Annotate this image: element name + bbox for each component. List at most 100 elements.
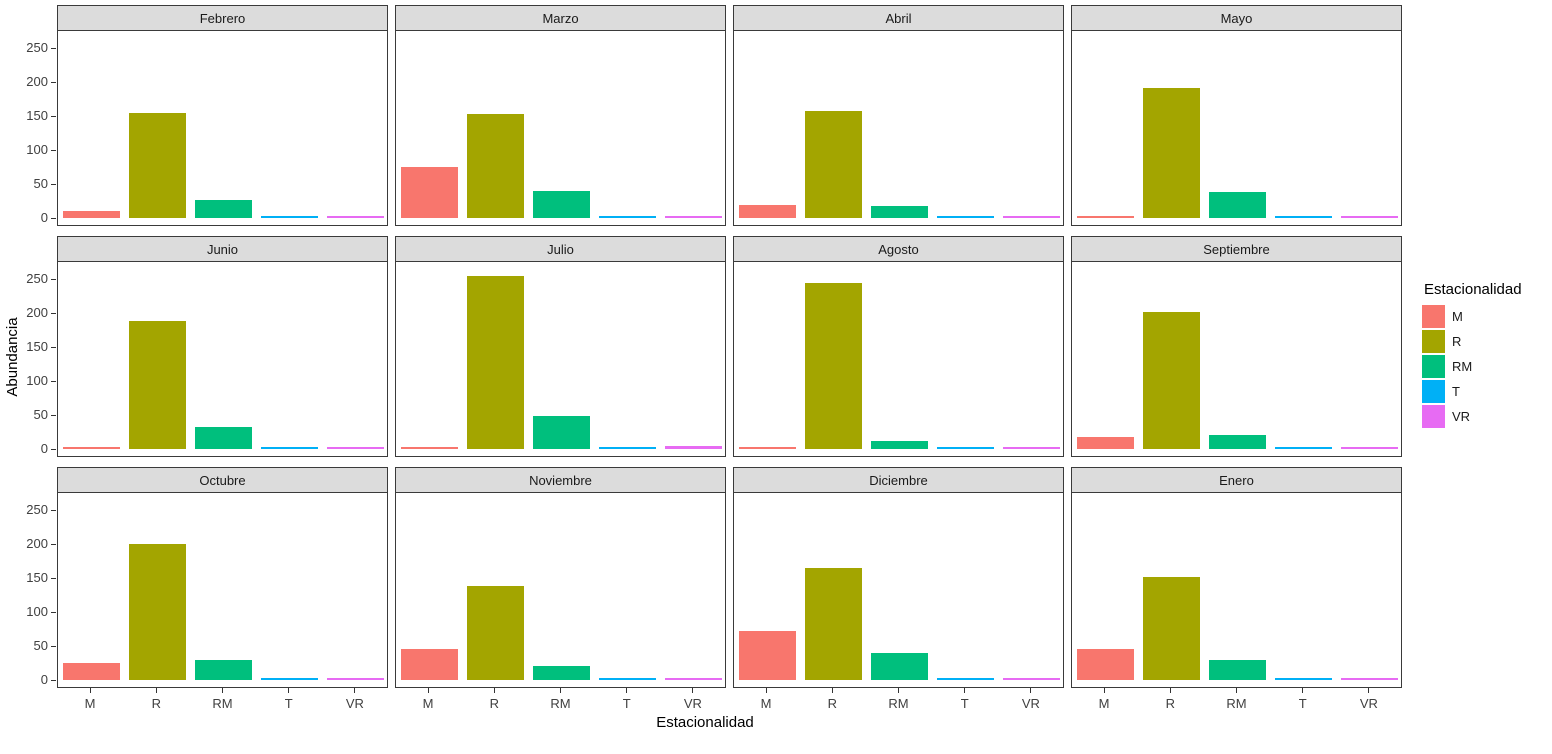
legend-key-swatch: [1422, 355, 1445, 378]
x-tick-label: R: [827, 696, 837, 711]
facet-panel: [57, 30, 388, 226]
bar-T: [937, 678, 995, 680]
facet-strip-title: Mayo: [1220, 10, 1253, 26]
x-tick-mark: [1169, 688, 1171, 693]
facet-marzo: Marzo: [395, 5, 726, 226]
bar-R: [466, 276, 524, 449]
bar-RM: [871, 206, 928, 218]
legend-entry-M: M: [1422, 305, 1522, 328]
x-tick-label: RM: [888, 696, 909, 711]
facet-strip: Enero: [1071, 467, 1402, 493]
x-tick-mark: [1302, 688, 1304, 693]
bar-R: [1142, 88, 1200, 218]
x-tick-label: M: [1098, 696, 1110, 711]
bar-RM: [1209, 659, 1266, 680]
bar-VR: [1003, 678, 1061, 680]
x-axis-title: Estacionalidad: [656, 714, 754, 731]
y-tick-mark: [51, 680, 56, 681]
facet-panel: [733, 30, 1064, 226]
bar-R: [466, 586, 524, 680]
x-tick-mark: [1236, 688, 1237, 693]
x-tick-label: R: [151, 696, 161, 711]
facet-strip-title: Diciembre: [869, 472, 928, 488]
y-tick-mark: [51, 313, 56, 314]
y-tick-mark: [51, 578, 56, 579]
y-tick-mark: [51, 218, 56, 219]
x-tick-mark: [626, 688, 628, 693]
bar-RM: [195, 199, 252, 218]
facet-strip-title: Julio: [547, 241, 574, 257]
bar-RM: [871, 652, 928, 680]
x-tick-label: RM: [550, 696, 571, 711]
facet-septiembre: Septiembre: [1071, 236, 1402, 457]
facet-panel: [1071, 261, 1402, 457]
facet-strip-title: Enero: [1219, 472, 1254, 488]
x-tick-label: R: [489, 696, 499, 711]
bar-R: [1142, 577, 1200, 680]
y-tick-mark: [51, 612, 56, 613]
y-tick-label: 250: [26, 271, 48, 286]
legend-label: RM: [1452, 359, 1473, 374]
y-tick-label: 50: [33, 176, 48, 191]
x-tick-label: VR: [1021, 696, 1040, 711]
bar-VR: [327, 678, 385, 680]
bar-R: [128, 321, 186, 449]
facet-strip-title: Febrero: [199, 10, 246, 26]
bar-VR: [665, 446, 723, 449]
facet-strip: Julio: [395, 236, 726, 262]
x-tick-label: M: [760, 696, 772, 711]
y-tick-mark: [51, 415, 56, 416]
y-tick-label: 150: [26, 570, 48, 585]
bar-T: [261, 216, 319, 218]
facet-julio: Julio: [395, 236, 726, 457]
y-tick-mark: [51, 279, 56, 280]
bar-T: [937, 216, 995, 218]
y-tick-label: 50: [33, 638, 48, 653]
legend-entry-RM: RM: [1422, 355, 1522, 378]
x-tick-label: T: [1298, 696, 1307, 711]
bar-M: [738, 631, 796, 680]
bar-T: [261, 447, 319, 449]
bar-VR: [665, 678, 723, 680]
facet-strip: Diciembre: [733, 467, 1064, 493]
facet-panel: [395, 492, 726, 688]
bar-M: [738, 205, 796, 218]
bar-RM: [1209, 435, 1266, 449]
bar-R: [1142, 311, 1200, 449]
x-tick-mark: [692, 688, 694, 693]
facet-noviembre: Noviembre: [395, 467, 726, 688]
facet-octubre: Octubre: [57, 467, 388, 688]
bar-T: [599, 678, 657, 680]
bar-R: [804, 567, 862, 680]
bar-RM: [533, 415, 590, 449]
bar-M: [1076, 436, 1134, 449]
x-tick-label: R: [1165, 696, 1175, 711]
bar-RM: [195, 659, 252, 680]
facet-panel: [733, 261, 1064, 457]
legend-label: VR: [1452, 409, 1471, 424]
y-tick-label: 0: [40, 441, 48, 456]
bar-T: [599, 216, 657, 218]
facet-panel: [57, 261, 388, 457]
bar-M: [400, 167, 458, 218]
bar-R: [466, 114, 524, 218]
bar-M: [738, 447, 796, 449]
y-tick-mark: [51, 449, 56, 450]
x-tick-mark: [493, 688, 495, 693]
y-tick-label: 250: [26, 40, 48, 55]
bar-M: [62, 210, 120, 218]
facet-panel: [57, 492, 388, 688]
x-tick-label: T: [960, 696, 969, 711]
y-tick-mark: [51, 646, 56, 647]
bar-VR: [1341, 216, 1399, 218]
legend-title: Estacionalidad: [1424, 281, 1522, 298]
facet-strip: Mayo: [1071, 5, 1402, 31]
bar-RM: [871, 440, 928, 449]
y-tick-mark: [51, 82, 56, 83]
bar-RM: [533, 190, 590, 218]
bar-T: [937, 447, 995, 449]
bar-T: [1275, 678, 1333, 680]
y-tick-label: 150: [26, 339, 48, 354]
facet-strip-title: Marzo: [542, 10, 579, 26]
x-tick-mark: [1030, 688, 1032, 693]
